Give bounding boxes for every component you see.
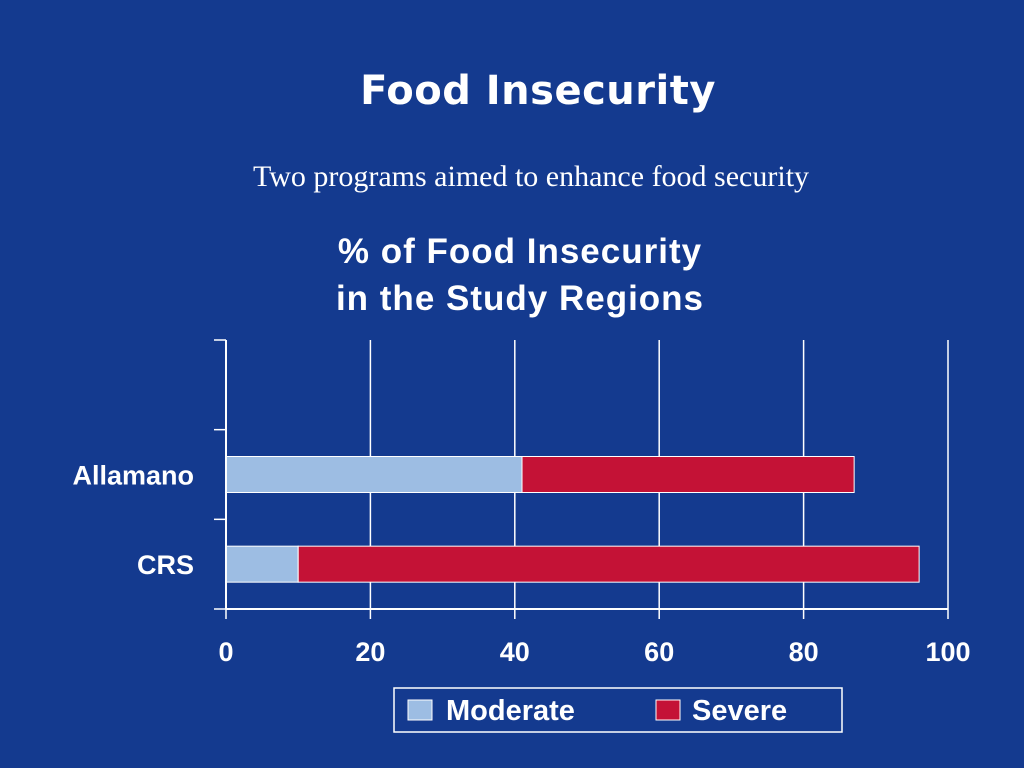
bar-crs-moderate [225, 545, 299, 583]
category-label-allamano: Allamano [72, 461, 194, 491]
legend-swatch-moderate [407, 699, 433, 721]
x-tick-label-80: 80 [789, 637, 819, 667]
bar-allamano-moderate [225, 456, 523, 493]
slide-subtitle: Two programs aimed to enhance food secur… [252, 160, 810, 193]
slide-title: Food Insecurity [360, 68, 716, 114]
bar-allamano-severe [521, 456, 855, 493]
x-tick-label-60: 60 [644, 637, 674, 667]
chart-title-line-2: in the Study Regions [335, 279, 705, 318]
legend-box [393, 687, 843, 733]
category-label-crs: CRS [137, 550, 194, 580]
bars [225, 456, 920, 583]
x-tick-label-100: 100 [925, 637, 970, 667]
axes [214, 339, 949, 619]
legend: Moderate Severe [393, 687, 843, 733]
x-tick-label-40: 40 [500, 637, 530, 667]
legend-swatch-severe [655, 699, 681, 721]
chart-title: % of Food Insecurity in the Study Region… [0, 228, 1024, 322]
legend-label-moderate: Moderate [446, 695, 575, 727]
x-tick-label-0: 0 [218, 637, 233, 667]
bar-crs-severe [297, 545, 920, 583]
chart-title-line-1: % of Food Insecurity [337, 232, 703, 271]
legend-label-severe: Severe [692, 695, 787, 727]
x-tick-label-20: 20 [355, 637, 385, 667]
axis-labels: 0 20 40 60 80 100 Allamano CRS [72, 461, 970, 668]
